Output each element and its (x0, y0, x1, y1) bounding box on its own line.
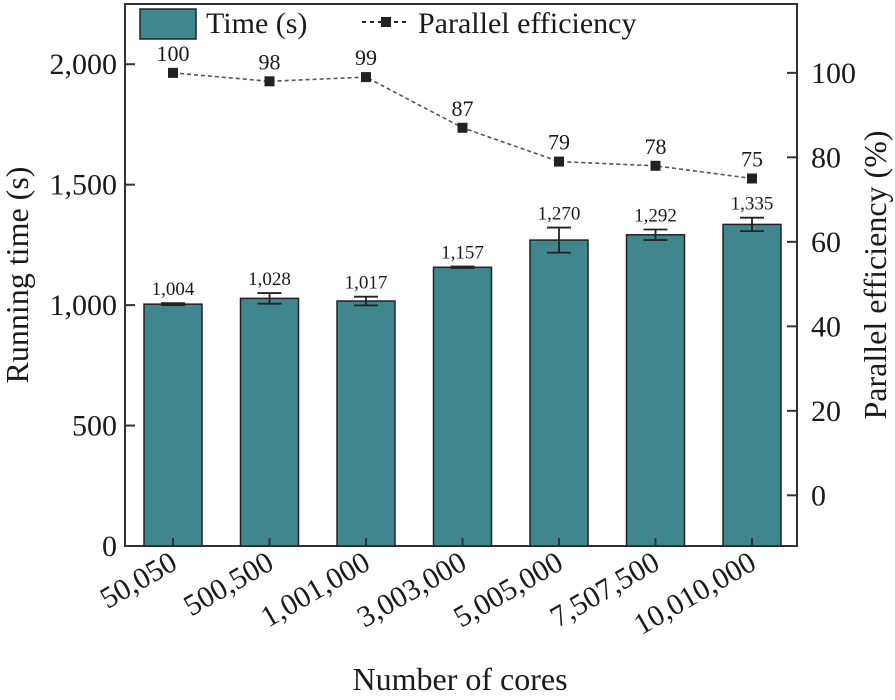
bar-value-label: 1,292 (634, 205, 677, 226)
y2-tick-label: 40 (811, 310, 841, 343)
efficiency-point (264, 76, 275, 87)
efficiency-value-label: 98 (259, 49, 281, 74)
time-bar (336, 300, 396, 547)
y2-axis-title: Parallel efficiency (%) (857, 130, 893, 419)
efficiency-value-label: 78 (645, 134, 667, 159)
bar-value-label: 1,017 (345, 273, 388, 294)
efficiency-point (457, 122, 468, 133)
bar-value-label: 1,270 (538, 204, 581, 225)
x-axis: 50,050500,5001,001,0003,003,0005,005,000… (95, 538, 762, 642)
legend-line-label: Parallel efficiency (418, 7, 637, 40)
y-tick-label: 2,000 (50, 48, 118, 81)
x-tick-label: 3,003,000 (352, 545, 472, 634)
efficiency-line-layer (168, 67, 757, 184)
y-tick-label: 0 (102, 530, 117, 563)
time-bar (239, 297, 300, 547)
bar-value-label: 1,004 (152, 279, 195, 300)
bar-value-label: 1,335 (731, 194, 774, 215)
data-labels-layer: 1,004 1,028 1,017 1,157 1,270 1,292 1,335 100 98… (152, 41, 774, 300)
time-bar (143, 303, 203, 547)
efficiency-point (168, 67, 178, 78)
bar-value-label: 1,157 (441, 243, 484, 264)
legend-line-marker (381, 17, 391, 27)
efficiency-point (361, 72, 371, 83)
time-bar (432, 266, 493, 547)
efficiency-value-label: 100 (157, 41, 190, 66)
efficiency-value-label: 75 (741, 146, 763, 171)
legend-bar-swatch (139, 8, 197, 40)
error-bars-layer (161, 216, 764, 307)
y2-tick-label: 20 (811, 395, 841, 428)
efficiency-value-label: 87 (452, 96, 474, 121)
x-axis-title: Number of cores (352, 661, 567, 697)
right-axis: 0 20 40 60 80 100 (787, 57, 856, 512)
efficiency-value-label: 79 (548, 130, 570, 155)
efficiency-point (747, 173, 757, 184)
y-tick-label: 1,500 (50, 169, 118, 202)
y2-tick-label: 0 (811, 479, 826, 512)
efficiency-point (650, 160, 661, 171)
time-bar (625, 234, 686, 547)
y2-tick-label: 100 (811, 57, 856, 90)
efficiency-point (554, 156, 564, 167)
bar-value-label: 1,028 (248, 269, 291, 290)
legend: Time (s) Parallel efficiency (139, 7, 637, 40)
bars-layer (143, 223, 782, 547)
x-tick-label: 1,001,000 (255, 545, 375, 634)
x-tick-label: 5,005,000 (448, 545, 568, 634)
y-tick-label: 1,000 (50, 289, 118, 322)
y-axis-title: Running time (s) (0, 167, 35, 384)
left-axis: 0 500 1,000 1,500 2,000 (50, 48, 135, 563)
legend-bar-label: Time (s) (206, 7, 307, 40)
time-bar (722, 223, 782, 547)
time-bar (529, 239, 589, 547)
y2-tick-label: 60 (811, 226, 841, 259)
y-tick-label: 500 (72, 410, 117, 443)
y2-tick-label: 80 (811, 141, 841, 174)
efficiency-value-label: 99 (355, 45, 377, 70)
